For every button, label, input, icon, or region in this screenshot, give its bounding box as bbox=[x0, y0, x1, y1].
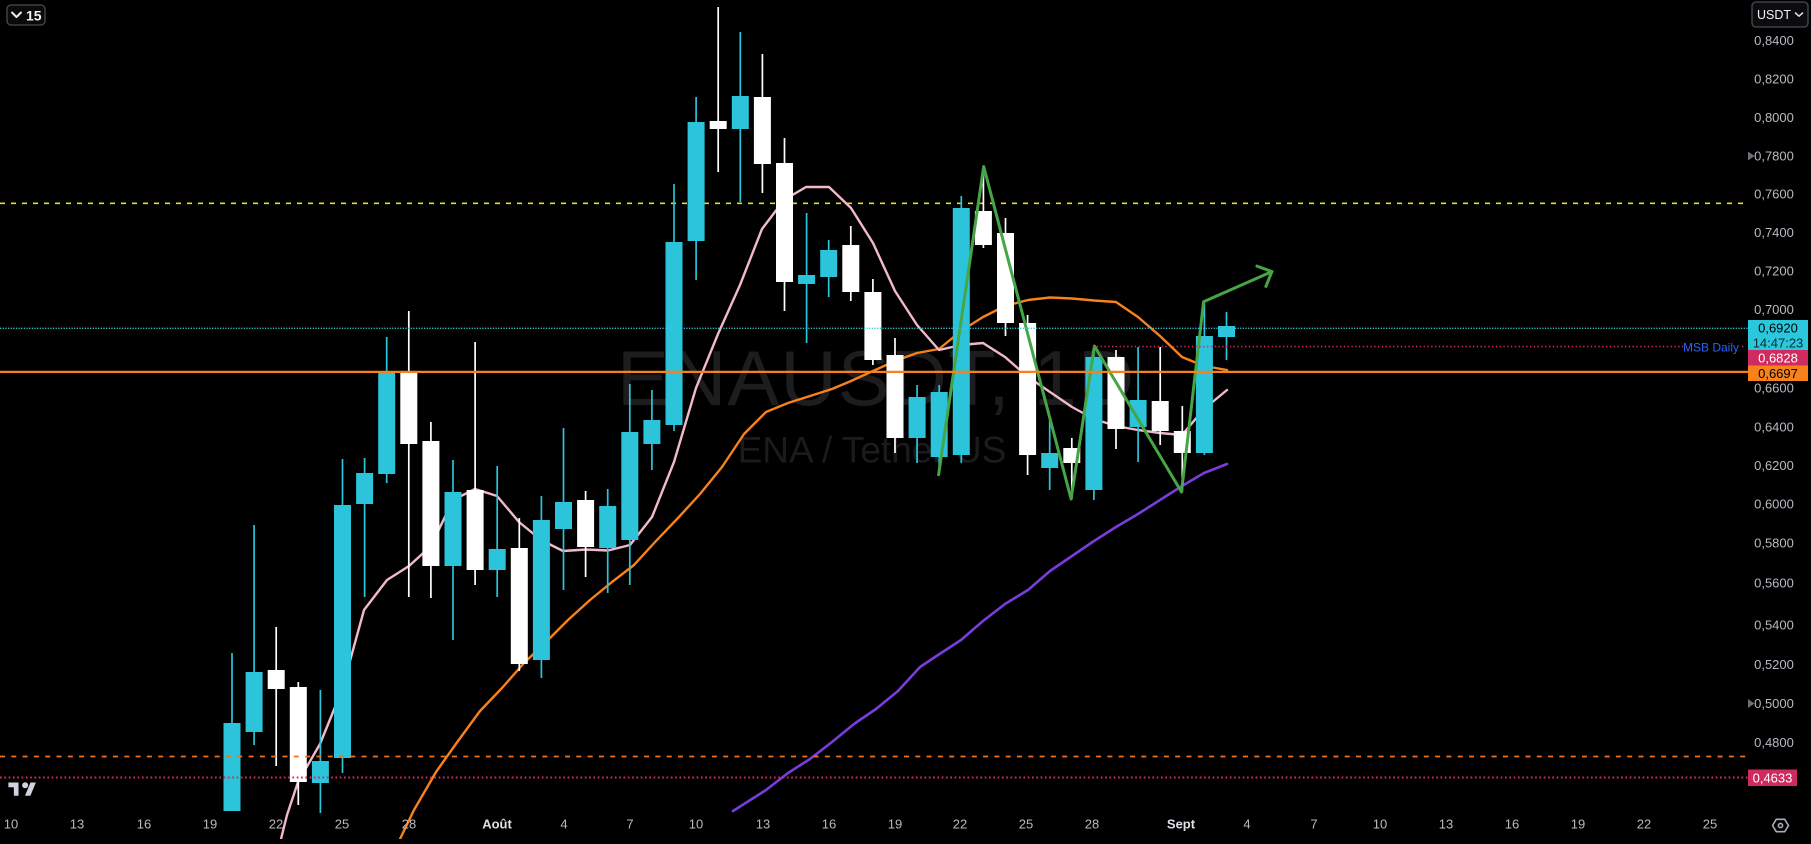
svg-text:10: 10 bbox=[4, 817, 18, 832]
svg-text:22: 22 bbox=[269, 817, 283, 832]
svg-text:25: 25 bbox=[1703, 817, 1717, 832]
svg-text:0,7200: 0,7200 bbox=[1754, 264, 1794, 279]
svg-text:10: 10 bbox=[689, 817, 703, 832]
svg-text:0,6600: 0,6600 bbox=[1754, 381, 1794, 396]
svg-text:Août: Août bbox=[482, 817, 512, 832]
svg-text:16: 16 bbox=[1505, 817, 1519, 832]
svg-text:0,6920: 0,6920 bbox=[1758, 321, 1798, 336]
svg-text:4: 4 bbox=[1243, 817, 1250, 832]
svg-text:4: 4 bbox=[560, 817, 567, 832]
svg-text:0,8400: 0,8400 bbox=[1754, 33, 1794, 48]
svg-text:7: 7 bbox=[1310, 817, 1317, 832]
svg-text:Sept: Sept bbox=[1167, 817, 1196, 832]
svg-text:16: 16 bbox=[822, 817, 836, 832]
svg-text:0,5000: 0,5000 bbox=[1754, 696, 1794, 711]
svg-text:13: 13 bbox=[756, 817, 770, 832]
svg-text:0,8000: 0,8000 bbox=[1754, 110, 1794, 125]
svg-text:13: 13 bbox=[1439, 817, 1453, 832]
svg-text:0,7000: 0,7000 bbox=[1754, 302, 1794, 317]
svg-text:0,6697: 0,6697 bbox=[1758, 366, 1798, 381]
svg-text:USDT: USDT bbox=[1757, 8, 1791, 22]
svg-text:0,6000: 0,6000 bbox=[1754, 497, 1794, 512]
svg-text:0,7600: 0,7600 bbox=[1754, 187, 1794, 202]
svg-text:0,6828: 0,6828 bbox=[1758, 351, 1798, 366]
svg-text:0,4800: 0,4800 bbox=[1754, 735, 1794, 750]
svg-text:0,7400: 0,7400 bbox=[1754, 225, 1794, 240]
svg-text:0,5600: 0,5600 bbox=[1754, 576, 1794, 591]
svg-text:19: 19 bbox=[203, 817, 217, 832]
svg-text:0,6200: 0,6200 bbox=[1754, 458, 1794, 473]
svg-text:0,8200: 0,8200 bbox=[1754, 72, 1794, 87]
svg-text:15: 15 bbox=[26, 8, 42, 24]
svg-text:0,7800: 0,7800 bbox=[1754, 149, 1794, 164]
svg-text:28: 28 bbox=[1085, 817, 1099, 832]
svg-text:22: 22 bbox=[953, 817, 967, 832]
svg-text:28: 28 bbox=[402, 817, 416, 832]
svg-text:25: 25 bbox=[335, 817, 349, 832]
svg-text:0,5200: 0,5200 bbox=[1754, 657, 1794, 672]
svg-text:25: 25 bbox=[1019, 817, 1033, 832]
svg-text:14:47:23: 14:47:23 bbox=[1753, 336, 1804, 351]
svg-text:19: 19 bbox=[1571, 817, 1585, 832]
svg-text:7: 7 bbox=[626, 817, 633, 832]
svg-text:13: 13 bbox=[70, 817, 84, 832]
svg-text:0,4633: 0,4633 bbox=[1753, 771, 1793, 786]
svg-text:19: 19 bbox=[888, 817, 902, 832]
svg-text:16: 16 bbox=[137, 817, 151, 832]
svg-text:MSB Daily: MSB Daily bbox=[1683, 341, 1739, 355]
svg-text:0,6400: 0,6400 bbox=[1754, 420, 1794, 435]
svg-text:10: 10 bbox=[1373, 817, 1387, 832]
svg-text:0,5400: 0,5400 bbox=[1754, 618, 1794, 633]
svg-text:22: 22 bbox=[1637, 817, 1651, 832]
svg-text:0,5800: 0,5800 bbox=[1754, 536, 1794, 551]
